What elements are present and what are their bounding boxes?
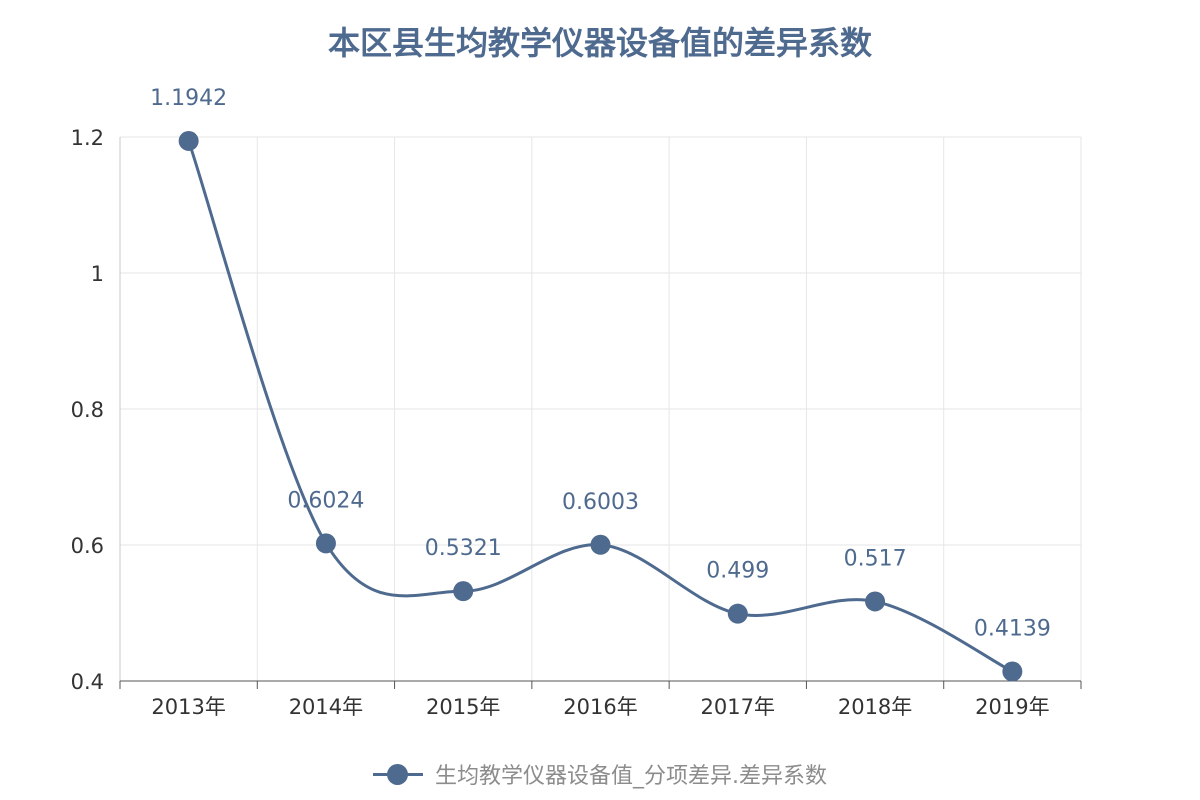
data-point xyxy=(315,533,336,554)
x-tick-label: 2018年 xyxy=(838,695,912,719)
grid-layer xyxy=(119,136,1082,682)
x-tick-label: 2015年 xyxy=(426,695,500,719)
y-tick-label: 0.8 xyxy=(71,398,104,422)
series-layer xyxy=(178,130,1023,682)
data-label: 0.517 xyxy=(844,546,907,571)
x-tick-label: 2019年 xyxy=(975,695,1049,719)
data-point xyxy=(1002,661,1023,682)
y-tick-label: 0.6 xyxy=(71,534,104,558)
y-tick-label: 1 xyxy=(91,262,104,286)
data-label: 0.5321 xyxy=(425,536,502,561)
data-label-layer: 1.1942 0.6024 0.5321 0.6003 0.499 0.517 0.4139 xyxy=(150,86,1051,642)
y-tick-label: 1.2 xyxy=(71,126,104,150)
axis-layer: 0.4 0.6 0.8 1 1.2 2013年 2014年 2015年 2016年 2017年 20… xyxy=(71,126,1082,719)
data-point xyxy=(590,534,611,555)
x-tick-label: 2014年 xyxy=(289,695,363,719)
data-label: 0.4139 xyxy=(974,617,1051,642)
chart-title: 本区县生均教学仪器设备值的差异系数 xyxy=(327,24,872,62)
data-point xyxy=(865,591,886,612)
legend-marker-icon xyxy=(373,764,423,785)
x-tick-label: 2016年 xyxy=(563,695,637,719)
data-label: 0.6003 xyxy=(562,490,639,515)
x-tick-label: 2013年 xyxy=(151,695,225,719)
data-point xyxy=(727,603,748,624)
y-tick-label: 0.4 xyxy=(71,670,104,694)
legend[interactable]: 生均教学仪器设备值_分项差异.差异系数 xyxy=(0,758,1200,790)
series-line xyxy=(187,140,1014,673)
x-tick-label: 2017年 xyxy=(701,695,775,719)
data-point xyxy=(453,581,474,602)
data-label: 1.1942 xyxy=(150,86,227,111)
data-label: 0.6024 xyxy=(287,488,364,513)
legend-label: 生均教学仪器设备值_分项差异.差异系数 xyxy=(435,764,827,789)
data-point xyxy=(178,130,199,151)
data-label: 0.499 xyxy=(706,559,769,584)
